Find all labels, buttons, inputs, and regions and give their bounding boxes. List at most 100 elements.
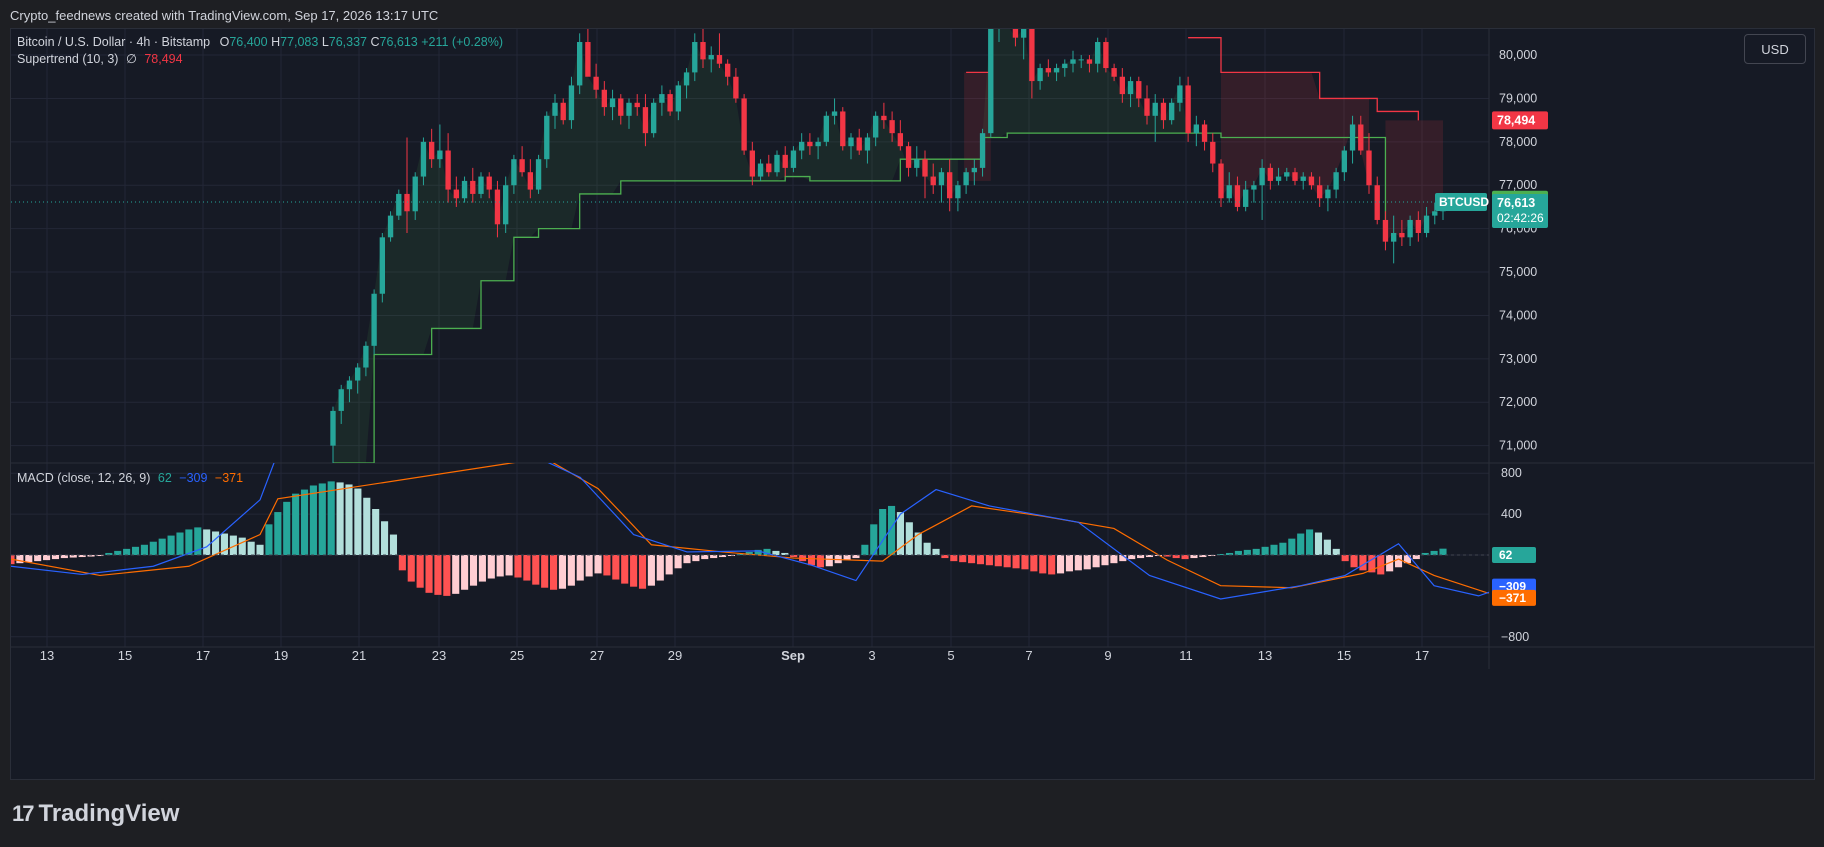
macd-histogram-bar (114, 550, 122, 555)
macd-histogram-bar (265, 524, 273, 555)
candle-body (1242, 189, 1249, 207)
macd-histogram-bar (220, 533, 229, 555)
macd-histogram-bar (443, 555, 451, 596)
macd-histogram-bar (1110, 555, 1118, 564)
price-axis-tick: 80,000 (1499, 48, 1537, 62)
candle-body (1218, 163, 1224, 199)
price-axis-tick: 73,000 (1499, 352, 1537, 366)
open-label: O (219, 35, 230, 49)
price-plot[interactable] (330, 29, 1446, 480)
macd-histogram-bar (1359, 555, 1367, 571)
macd-histogram-bar (309, 485, 317, 555)
macd-histogram-bar (407, 555, 415, 582)
candle-body (840, 111, 846, 147)
macd-axis-tick: 800 (1501, 466, 1522, 480)
time-axis-label: 11 (1179, 648, 1193, 663)
macd-histogram-bar (558, 555, 567, 589)
macd-histogram-bar (985, 555, 993, 566)
macd-histogram-bar (158, 538, 166, 555)
macd-histogram-bar (754, 549, 762, 555)
time-axis-label: 17 (1415, 648, 1429, 663)
macd-histogram-bar (1377, 555, 1385, 575)
candle-body (782, 154, 788, 168)
macd-histogram-bar (1012, 555, 1020, 569)
candle-body (634, 102, 640, 108)
time-axis-label: 17 (196, 648, 210, 663)
time-axis-label: 3 (868, 648, 875, 663)
candle-body (527, 172, 534, 190)
candle-body (576, 42, 583, 86)
price-axis-tick: 74,000 (1499, 308, 1537, 322)
candle-body (823, 115, 830, 142)
macd-histogram-bar (861, 544, 869, 555)
candle-body (815, 141, 821, 147)
candle-body (1070, 59, 1076, 64)
macd-histogram-bar (416, 555, 424, 588)
macd-histogram-bar (567, 555, 575, 586)
high-value: 77,083 (280, 35, 319, 49)
macd-histogram-bar (51, 555, 60, 560)
macd-histogram-bar (131, 546, 140, 555)
time-axis-label: 5 (947, 648, 954, 663)
candle-body (445, 150, 451, 190)
macd-histogram-bar (1234, 550, 1242, 555)
macd-histogram-bar (1332, 548, 1340, 555)
macd-histogram-bar (514, 555, 522, 578)
time-axis-label: 21 (352, 648, 366, 663)
last-price-tag: 76,613 (1497, 196, 1535, 210)
candle-body (757, 163, 764, 177)
time-axis-label: 23 (432, 648, 446, 663)
price-axis-tick: 75,000 (1499, 265, 1537, 279)
candle-body (1193, 124, 1200, 134)
candle-body (774, 154, 780, 173)
candle-body (1127, 81, 1134, 95)
tradingview-logo[interactable]: 17 TradingView (12, 800, 179, 828)
candle-body (544, 115, 550, 160)
macd-histogram-bar (994, 555, 1002, 567)
macd-histogram-bar (932, 548, 940, 555)
chart-canvas[interactable]: 80,00079,00078,00077,00076,00075,00074,0… (11, 29, 1814, 779)
candle-body (330, 410, 336, 446)
macd-histogram-bar (1439, 548, 1447, 555)
chart-frame[interactable]: 80,000 79,000 78,000 77,000 76,000 75,000 74,0… (10, 28, 1815, 780)
supertrend-price-tag: 78,494 (1497, 113, 1535, 127)
supertrend-symbol: ∅ (125, 52, 137, 66)
candle-body (1308, 176, 1315, 186)
candle-body (683, 72, 690, 86)
candle-body (502, 185, 509, 225)
candle-body (593, 76, 599, 90)
open-value: 76,400 (229, 35, 268, 49)
macd-histogram-bar (354, 488, 362, 555)
macd-histogram-bar (950, 555, 958, 562)
candle-body (938, 172, 945, 186)
macd-histogram-bar (247, 541, 255, 555)
macd-hist-value: 62 (157, 471, 172, 485)
macd-histogram-bar (1225, 552, 1234, 555)
candle-body (1144, 98, 1150, 116)
candle-body (988, 29, 994, 134)
candle-body (1160, 102, 1167, 121)
supertrend-label: Supertrend (10, 3) (17, 52, 119, 66)
candle-body (568, 85, 575, 121)
macd-histogram-bar (603, 555, 611, 576)
macd-histogram-bar (1137, 555, 1145, 559)
macd-histogram-bar (905, 522, 913, 555)
candle-body (864, 137, 871, 151)
macd-histogram-bar (923, 542, 931, 555)
macd-histogram-bar (674, 555, 682, 569)
candle-body (1037, 68, 1043, 82)
low-value: 76,337 (328, 35, 367, 49)
macd-plot[interactable] (11, 453, 1505, 600)
macd-histogram-bar (1421, 552, 1429, 555)
macd-histogram-bar (852, 555, 860, 559)
candle-body (1399, 232, 1405, 238)
macd-histogram-bar (1163, 555, 1171, 557)
macd-histogram-bar (123, 548, 131, 555)
time-axis-label: 27 (590, 648, 604, 663)
currency-button[interactable]: USD (1744, 34, 1806, 64)
price-axis-tick: 77,000 (1499, 178, 1537, 192)
macd-histogram-bar (1092, 555, 1100, 568)
chart-caption: Crypto_feednews created with TradingView… (10, 8, 439, 23)
macd-histogram-bar (381, 521, 389, 555)
candle-body (1284, 172, 1290, 177)
